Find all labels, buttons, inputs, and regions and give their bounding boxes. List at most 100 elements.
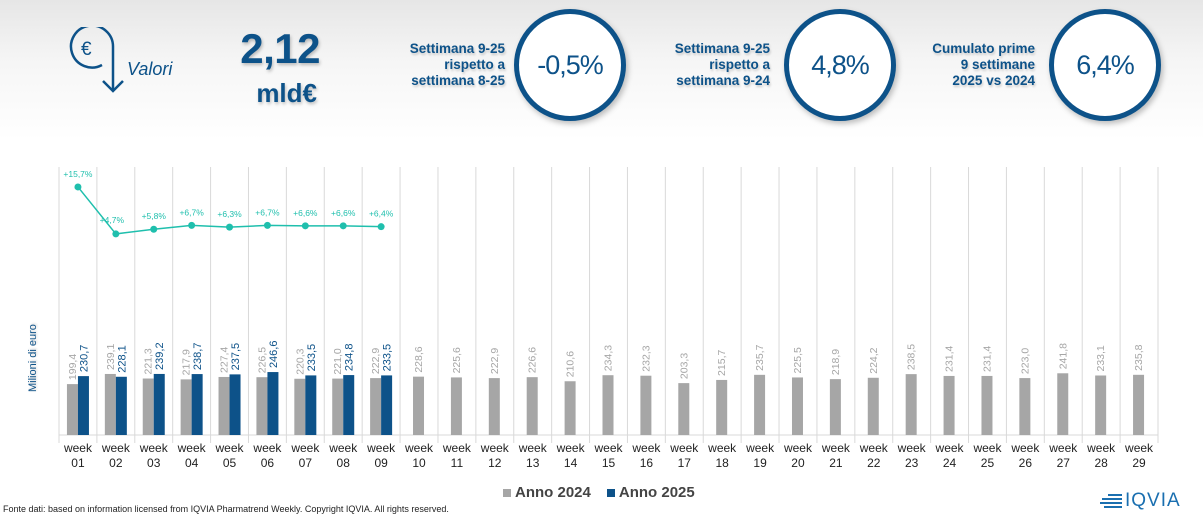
x-tick-label: 01 — [71, 456, 85, 470]
x-tick-label: 24 — [943, 456, 957, 470]
data-label-2024: 222,9 — [489, 348, 501, 374]
svg-text:€: € — [81, 39, 92, 60]
legend-label-2025: Anno 2025 — [618, 484, 695, 501]
x-tick-label: week — [404, 441, 434, 455]
growth-point — [226, 223, 234, 231]
bar-2024 — [1057, 373, 1069, 435]
growth-label: +6,4% — [369, 209, 394, 219]
x-tick-label: week — [442, 441, 472, 455]
x-tick-label: week — [328, 441, 358, 455]
data-label-2024: 231,4 — [944, 346, 956, 372]
growth-point — [301, 222, 309, 230]
x-tick-label: 28 — [1094, 456, 1108, 470]
x-tick-label: week — [1048, 441, 1078, 455]
x-tick-label: 20 — [791, 456, 805, 470]
growth-point — [377, 223, 385, 231]
bar-2024 — [256, 377, 268, 435]
data-label-2024: 210,6 — [565, 351, 577, 377]
x-tick-label: week — [215, 441, 245, 455]
data-label-2024: 239,1 — [105, 344, 117, 370]
bar-2024 — [104, 373, 116, 435]
x-tick-label: 13 — [526, 456, 540, 470]
x-tick-label: week — [1124, 441, 1154, 455]
bar-2024 — [905, 374, 917, 435]
x-tick-label: week — [631, 441, 661, 455]
euro-down-arrow-icon: € — [69, 27, 124, 93]
x-tick-label: week — [290, 441, 320, 455]
x-tick-label: 22 — [867, 456, 881, 470]
x-tick-label: week — [783, 441, 813, 455]
kpi-cumulative-label: Cumulato prime 9 settimane 2025 vs 2024 — [932, 41, 1035, 88]
x-tick-label: week — [63, 441, 93, 455]
kpi-yoy-week-label: Settimana 9-25 rispetto a settimana 9-24 — [674, 41, 770, 88]
growth-label: +4,7% — [100, 215, 125, 225]
legend-swatch-2024 — [503, 488, 511, 497]
x-tick-label: 07 — [299, 456, 313, 470]
bar-2024 — [754, 374, 766, 435]
x-tick-label: 29 — [1132, 456, 1146, 470]
bar-2024 — [867, 377, 879, 435]
data-label-2024: 215,7 — [716, 350, 728, 376]
x-tick-label: 08 — [337, 456, 351, 470]
x-tick-label: 10 — [412, 456, 426, 470]
bar-2025 — [191, 374, 203, 435]
total-value: 2,12 — [240, 25, 320, 72]
x-tick-label: 14 — [564, 456, 578, 470]
bar-2024 — [602, 375, 614, 435]
x-tick-label: 12 — [488, 456, 502, 470]
x-tick-label: 02 — [109, 456, 123, 470]
bar-2024 — [640, 375, 652, 435]
x-tick-label: week — [593, 441, 623, 455]
x-tick-label: 18 — [716, 456, 730, 470]
valori-label: Valori — [127, 59, 173, 79]
bar-2024 — [943, 375, 955, 435]
y-axis-label: Milioni di euro — [27, 324, 39, 392]
bar-2024 — [180, 379, 192, 435]
x-tick-label: week — [252, 441, 282, 455]
bar-2024 — [716, 379, 728, 435]
bar-2025 — [381, 375, 393, 435]
data-label-2024: 199,4 — [67, 354, 79, 380]
x-tick-label: 06 — [261, 456, 275, 470]
bar-2024 — [1095, 375, 1107, 435]
data-label-2024: 221,0 — [332, 348, 344, 374]
chart-legend: Anno 2024 Anno 2025 — [503, 484, 695, 501]
bar-2024 — [294, 378, 306, 435]
bar-2024 — [791, 377, 803, 435]
kpi-weekly-label: Settimana 9-25 rispetto a settimana 8-25 — [409, 41, 505, 88]
data-label-2024: 221,3 — [143, 348, 155, 374]
bar-2024 — [1133, 374, 1145, 435]
kpi-weekly-value: -0,5% — [514, 9, 626, 121]
bar-2024 — [678, 383, 690, 435]
bar-2024 — [526, 377, 538, 435]
x-tick-label: week — [139, 441, 169, 455]
growth-point — [263, 221, 271, 229]
growth-label: +6,7% — [179, 207, 204, 217]
growth-point — [339, 222, 347, 230]
x-tick-label: 05 — [223, 456, 237, 470]
growth-label: +6,3% — [217, 209, 242, 219]
data-label-2024: 224,2 — [868, 347, 880, 373]
growth-label: +5,8% — [142, 211, 167, 221]
data-label-2024: 225,6 — [451, 347, 463, 373]
growth-label: +6,7% — [255, 207, 280, 217]
logo-text: IQVIA — [1125, 490, 1181, 511]
data-label-2024: 238,5 — [906, 344, 918, 370]
x-tick-label: week — [821, 441, 851, 455]
growth-point — [112, 230, 120, 238]
bar-2025 — [305, 375, 317, 435]
data-label-2025: 228,1 — [116, 345, 128, 373]
x-tick-label: 16 — [640, 456, 654, 470]
kpi-cumulative-value: 6,4% — [1049, 9, 1161, 121]
bar-2025 — [115, 376, 127, 435]
data-label-2024: 223,0 — [1019, 348, 1031, 374]
data-label-2024: 217,9 — [181, 349, 193, 375]
growth-label: +15,7% — [63, 169, 93, 179]
x-tick-label: week — [177, 441, 207, 455]
growth-point — [74, 183, 82, 191]
x-tick-label: week — [707, 441, 737, 455]
data-label-2024: 226,6 — [527, 347, 539, 373]
x-tick-label: 26 — [1019, 456, 1033, 470]
total-unit: mld€ — [256, 78, 317, 108]
x-tick-label: 21 — [829, 456, 843, 470]
